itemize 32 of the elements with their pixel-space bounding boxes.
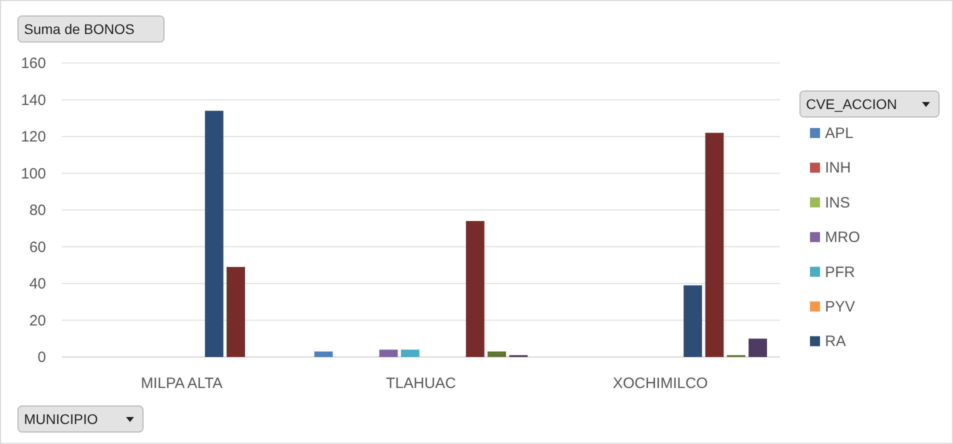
legend-label: PFR xyxy=(825,264,856,281)
y-tick-label: 80 xyxy=(29,202,46,219)
bar xyxy=(466,221,484,357)
y-tick-label: 120 xyxy=(20,128,46,146)
legend-label: MRO xyxy=(825,229,860,246)
y-tick-label: 60 xyxy=(29,238,46,256)
legend-title: CVE_ACCION xyxy=(806,96,898,112)
bar xyxy=(379,350,398,357)
legend-label: INS xyxy=(825,194,850,212)
y-tick-label: 20 xyxy=(29,312,46,330)
x-axis-title: MUNICIPIO xyxy=(24,411,98,427)
bar xyxy=(705,132,724,357)
legend-label: PYV xyxy=(825,298,856,316)
bar xyxy=(488,351,506,357)
y-tick-label: 100 xyxy=(20,165,46,182)
bar xyxy=(748,338,768,357)
y-tick-label: 140 xyxy=(20,92,46,109)
legend-label: RA xyxy=(825,333,846,350)
bar xyxy=(400,350,420,357)
x-tick-label: XOCHIMILCO xyxy=(612,375,708,392)
y-tick-label: 160 xyxy=(20,55,46,72)
x-tick-label: TLAHUAC xyxy=(386,375,456,392)
y-tick-label: 0 xyxy=(38,349,46,366)
bar xyxy=(226,266,246,357)
chart-title: Suma de BONOS xyxy=(24,21,134,37)
y-tick-label: 40 xyxy=(29,276,46,292)
bar xyxy=(684,285,702,357)
legend-label: APL xyxy=(825,125,854,142)
x-tick-label: MILPA ALTA xyxy=(140,375,223,392)
bar xyxy=(314,351,333,357)
bar xyxy=(204,110,224,357)
legend-label: INH xyxy=(825,160,851,177)
